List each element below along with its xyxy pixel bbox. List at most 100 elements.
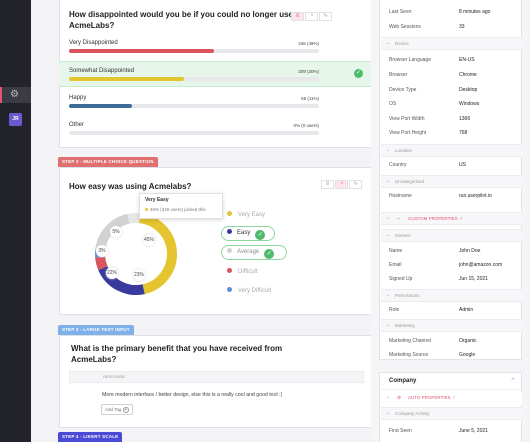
legend-label: Very Difficult (238, 288, 272, 294)
detail-value: Admin (459, 307, 474, 313)
pie-chart-icon[interactable]: ◔ (305, 12, 318, 21)
section-header-device[interactable]: ⌄ Device (381, 37, 522, 50)
slice-label: 45% (143, 234, 155, 246)
tooltip-title: Very Easy (145, 197, 169, 203)
legend-item-selected[interactable]: Average ✓ (221, 245, 287, 260)
tooltip-value: 45% (340 users) picked this. (150, 207, 207, 212)
avatar[interactable]: JR (9, 113, 22, 126)
donut-chart (95, 213, 177, 295)
section-title: Location (395, 148, 413, 153)
section-header-marketing[interactable]: ⌄ Marketing (381, 319, 522, 332)
legend-dot (227, 248, 232, 253)
detail-key: Last Seen (389, 9, 412, 15)
slice-label: 23% (133, 269, 145, 281)
response-text: More modern interface / better design, e… (102, 392, 283, 398)
chevron-down-icon: ⌄ (386, 394, 391, 400)
section-title: Generic (395, 233, 411, 238)
app-sidebar: ⚙ JR (0, 0, 31, 442)
add-tag-label: Add Tag (105, 407, 122, 412)
add-tag-button[interactable]: Add Tag + (101, 404, 133, 415)
detail-value: 768 (459, 130, 468, 136)
section-header-custom-properties[interactable]: ⌄ ‹› CUSTOM PROPERTIES ↗ (381, 212, 522, 225)
detail-value: run.userpilot.io (459, 193, 492, 199)
legend-dot (227, 268, 232, 273)
answer-bar-fill (69, 77, 184, 81)
slice-label: 22% (106, 267, 118, 279)
section-header-permissions[interactable]: ⌄ Permissions (381, 289, 522, 302)
section-title: Permissions (395, 293, 420, 298)
detail-value: john@amazon.com (459, 262, 503, 268)
company-title: Company (389, 378, 417, 384)
detail-key: Web Sessions (389, 24, 421, 30)
section-header-company-activity[interactable]: ⌄ Company Activity (381, 407, 522, 420)
legend-dot (227, 229, 232, 234)
plus-icon: + (122, 407, 129, 413)
section-header-generic[interactable]: ⌄ Generic (381, 229, 522, 242)
legend-item: Very Difficult (227, 287, 271, 294)
bar-chart-icon[interactable]: ≡ (321, 180, 334, 189)
section-title: CUSTOM PROPERTIES (408, 216, 458, 221)
tooltip-text: 45% (340 users) picked this. (145, 207, 217, 212)
response-header: RESPONSE (69, 371, 364, 383)
detail-key: Browser Language (389, 57, 431, 63)
detail-key: Role (389, 307, 400, 313)
external-link-icon[interactable]: ↗ (451, 395, 456, 400)
detail-value: Chrome (459, 72, 477, 78)
detail-key: View Port Height (389, 130, 427, 136)
section-title: Device (395, 41, 409, 46)
chevron-down-icon: ⌄ (386, 40, 391, 46)
answer-count: 0% (0 users) (293, 123, 319, 128)
step-label: STEP 3 - LARGE TEXT INPUT (58, 325, 134, 335)
answer-label: Happy (69, 95, 87, 101)
answer-bar-fill (69, 49, 214, 53)
bar-chart-icon[interactable]: ≡ (291, 12, 304, 21)
section-header-auto-properties[interactable]: ⌄ ⚙ AUTO PROPERTIES ↗ (381, 392, 522, 405)
gear-icon: ⚙ (397, 395, 402, 400)
pie-chart-icon[interactable]: ◔ (335, 180, 348, 189)
donut-slice[interactable] (138, 213, 177, 295)
chevron-down-icon: ⌄ (386, 292, 391, 298)
donut-slice[interactable] (98, 265, 145, 295)
detail-key: View Port Width (389, 116, 425, 122)
donut-slice[interactable] (127, 213, 141, 224)
section-header-uncategorized[interactable]: ⌄ Uncategorized (381, 175, 522, 188)
detail-value: Google (459, 352, 476, 358)
legend-item: Very Easy (227, 211, 265, 218)
answer-bar-track (69, 49, 319, 53)
gear-icon[interactable]: ⚙ (10, 89, 19, 100)
chevron-up-icon[interactable]: ⌃ (510, 378, 516, 385)
chevron-down-icon: ⌄ (386, 410, 391, 416)
detail-key: Browser (389, 72, 408, 78)
detail-key: Email (389, 262, 402, 268)
user-details-panel: Last Seen 8 minutes ago Web Sessions 33 … (371, 0, 530, 442)
detail-key: Device Type (389, 87, 417, 93)
check-icon: ✓ (354, 69, 363, 78)
legend-item-selected[interactable]: Easy ✓ (221, 226, 275, 241)
donut-slice[interactable] (95, 256, 108, 271)
detail-value: US (459, 162, 466, 168)
detail-value: Desktop (459, 87, 478, 93)
answer-label: Very Disappointed (69, 40, 118, 46)
line-chart-icon[interactable]: ∿ (349, 180, 362, 189)
chevron-down-icon: ⌄ (386, 322, 391, 328)
detail-key: Name (389, 248, 403, 254)
detail-value: Organic (459, 338, 477, 344)
legend-label: Difficult (238, 269, 258, 275)
section-header-location[interactable]: ⌄ Location (381, 144, 522, 157)
external-link-icon[interactable]: ↗ (458, 216, 463, 221)
detail-key: Marketing Source (389, 352, 429, 358)
sidebar-active-item[interactable] (0, 87, 31, 103)
line-chart-icon[interactable]: ∿ (319, 12, 332, 21)
detail-value: EN-US (459, 57, 475, 63)
detail-key: OS (389, 101, 397, 107)
detail-value: John Doe (459, 248, 481, 254)
answer-count: 346 (49%) (298, 41, 319, 46)
answer-bar-track (69, 104, 319, 108)
answer-bar-track (69, 77, 319, 81)
answer-bar-track (69, 131, 319, 135)
section-title: Uncategorized (395, 179, 425, 184)
step-label: STEP 4 - LIKERT SCALE (58, 432, 123, 442)
legend-item: Difficult (227, 268, 258, 275)
answer-label: Other (69, 122, 85, 128)
detail-key: Marketing Channel (389, 338, 431, 344)
